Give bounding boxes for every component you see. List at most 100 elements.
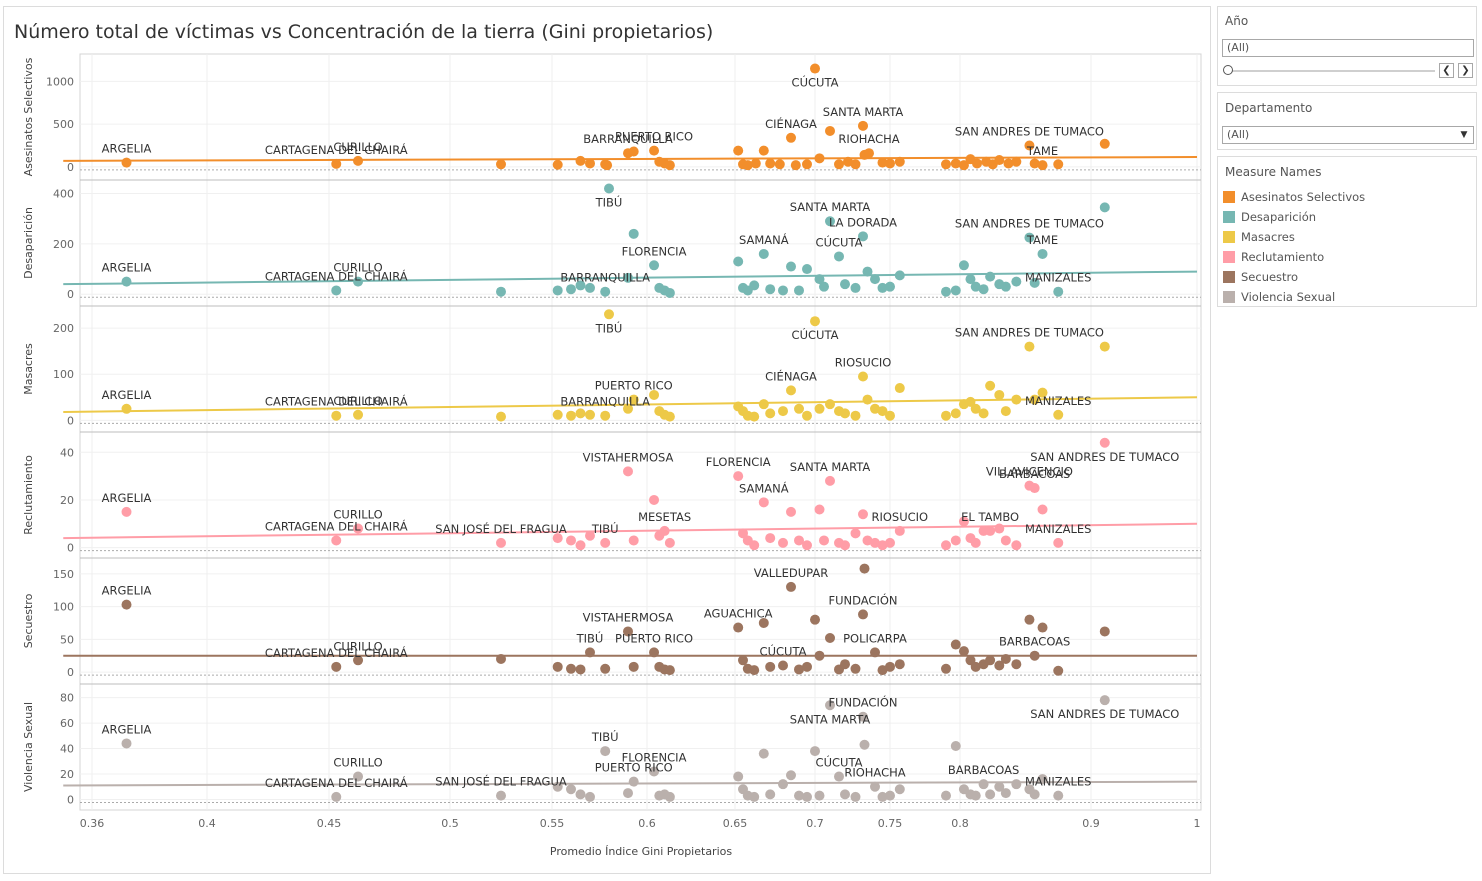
point-label: SAN ANDRES DE TUMACO <box>955 326 1104 340</box>
point-label: CARTAGENA DEL CHAIRÁ <box>265 645 408 660</box>
point-label: BARBACOAS <box>999 467 1070 481</box>
legend-label: Secuestro <box>1241 270 1299 284</box>
data-point <box>978 284 989 295</box>
data-point <box>649 389 660 400</box>
data-point <box>894 525 905 536</box>
data-point <box>814 153 825 164</box>
data-point <box>585 647 595 658</box>
data-point <box>765 789 776 800</box>
x-tick-label: 0.8 <box>951 817 969 830</box>
point-label: VALLEDUPAR <box>754 566 828 580</box>
point-label: AGUACHICA <box>704 607 773 621</box>
point-label: VISTAHERMOSA <box>583 450 674 464</box>
data-point <box>765 408 776 419</box>
data-point <box>552 661 563 672</box>
data-point <box>870 781 880 792</box>
point-label: ARGELIA <box>102 722 152 736</box>
data-point <box>972 158 983 169</box>
point-label: LA DORADA <box>829 215 897 229</box>
point-label: CURILLO <box>333 261 382 275</box>
data-point <box>1029 650 1040 661</box>
data-point <box>786 581 796 592</box>
data-point <box>1037 622 1048 633</box>
data-point <box>843 156 853 167</box>
data-point <box>628 228 639 239</box>
previous-year-button[interactable]: ❮ <box>1439 63 1454 78</box>
data-point <box>649 766 660 777</box>
data-point <box>778 779 788 790</box>
data-point <box>774 159 785 170</box>
x-tick-label: 0.6 <box>638 817 656 830</box>
data-point <box>819 535 829 546</box>
point-label: MESETAS <box>638 510 691 524</box>
data-point <box>994 155 1005 166</box>
legend-title: Measure Names <box>1225 165 1322 179</box>
data-point <box>750 158 761 169</box>
data-point <box>965 396 976 407</box>
point-label: PUERTO RICO <box>615 631 693 645</box>
y-tick-label: 1000 <box>46 75 74 88</box>
point-label: CÚCUTA <box>792 327 839 342</box>
data-point <box>623 466 633 477</box>
department-dropdown-value: (All) <box>1227 128 1250 141</box>
data-point <box>885 158 895 169</box>
data-point <box>353 523 364 534</box>
data-point <box>850 410 861 421</box>
data-point <box>1099 341 1110 352</box>
data-point <box>1024 232 1035 243</box>
point-label: CIÉNAGA <box>765 116 817 131</box>
data-point <box>1053 537 1064 548</box>
y-tick-label: 400 <box>53 188 74 201</box>
point-label: RIOHACHA <box>838 132 899 146</box>
data-point <box>850 528 861 539</box>
data-point <box>965 274 976 285</box>
data-point <box>353 771 364 782</box>
data-point <box>850 663 861 674</box>
data-point <box>994 781 1005 792</box>
y-tick-label: 40 <box>60 446 74 459</box>
year-slider-track[interactable] <box>1227 70 1435 72</box>
legend-swatch <box>1223 251 1235 263</box>
data-point <box>1053 790 1064 801</box>
point-label: CÚCUTA <box>816 234 863 249</box>
data-point <box>121 506 132 517</box>
data-point <box>794 664 804 675</box>
data-point <box>858 509 868 520</box>
data-point <box>749 540 760 551</box>
data-point <box>331 285 342 296</box>
data-point <box>941 159 951 170</box>
point-label: TIBÚ <box>576 630 604 645</box>
data-point <box>1000 281 1011 292</box>
point-label: FUNDACIÓN <box>828 695 897 710</box>
department-dropdown[interactable]: (All) ▼ <box>1222 126 1474 144</box>
next-year-button[interactable]: ❯ <box>1458 63 1473 78</box>
data-point <box>628 661 639 672</box>
data-point <box>566 535 576 546</box>
data-point <box>864 148 874 159</box>
data-point <box>941 540 951 551</box>
data-point <box>858 609 868 620</box>
data-point <box>958 516 969 527</box>
data-point <box>870 647 880 658</box>
data-point <box>825 125 835 136</box>
point-label: EL TAMBO <box>961 510 1019 524</box>
legend-swatch <box>1223 291 1235 303</box>
data-point <box>575 664 586 675</box>
year-slider-thumb[interactable] <box>1223 65 1233 75</box>
panel-axis-label: Reclutamiento <box>22 455 35 535</box>
point-label: CÚCUTA <box>816 755 863 770</box>
data-point <box>758 748 769 759</box>
panel-axis-label: Asesinatos Selectivos <box>22 57 35 176</box>
data-point <box>786 506 796 517</box>
data-point <box>353 155 364 166</box>
trend-line <box>63 156 1198 162</box>
data-point <box>604 183 614 194</box>
data-point <box>749 665 760 676</box>
data-point <box>738 655 748 666</box>
year-filter-input[interactable]: (All) <box>1222 39 1474 57</box>
data-point <box>664 665 675 676</box>
data-point <box>749 791 760 802</box>
data-point <box>858 120 868 131</box>
data-point <box>765 158 776 169</box>
y-tick-label: 100 <box>53 368 74 381</box>
